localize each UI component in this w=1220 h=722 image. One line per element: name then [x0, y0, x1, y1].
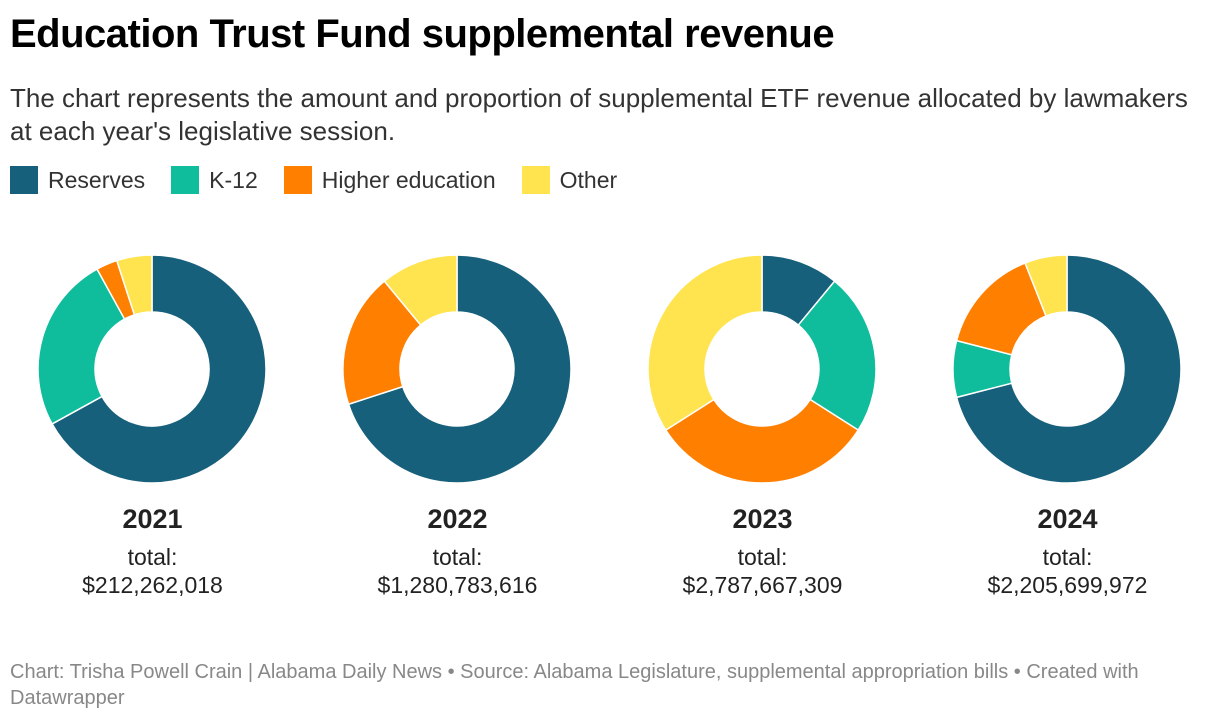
slice-higher-education	[664, 398, 860, 484]
chart-year: 2021	[122, 504, 183, 534]
chart-total-value: $2,205,699,972	[987, 572, 1148, 598]
legend-item-k12: K-12	[171, 166, 258, 194]
legend-label: K-12	[209, 166, 258, 193]
legend: Reserves K-12 Higher education Other	[10, 166, 643, 194]
legend-label: Higher education	[321, 166, 496, 193]
slice-reserves	[347, 254, 572, 484]
legend-label: Other	[559, 166, 618, 193]
donut-svg	[342, 254, 572, 484]
slice-k12	[37, 268, 126, 425]
donut-chart-2022: 2022 total: $1,280,783,616	[305, 240, 610, 610]
donut-svg	[952, 254, 1182, 484]
donut-chart-2024: 2024 total: $2,205,699,972	[915, 240, 1220, 610]
chart-total-value: $1,280,783,616	[377, 572, 538, 598]
chart-subtitle: The chart represents the amount and prop…	[10, 83, 1188, 146]
donut-charts: 2021 total: $212,262,018 2022 total: $1,…	[0, 240, 1220, 610]
chart-footer-credits: Chart: Trisha Powell Crain | Alabama Dai…	[10, 661, 1139, 709]
legend-swatch	[521, 166, 550, 194]
slice-reserves	[955, 254, 1182, 484]
chart-title: Education Trust Fund supplemental revenu…	[10, 12, 835, 56]
donut-chart-2023: 2023 total: $2,787,667,309	[610, 240, 915, 610]
slice-higher-education	[342, 280, 422, 405]
slice-other	[647, 254, 763, 431]
slice-k12	[797, 280, 877, 431]
chart-total-label: total:	[737, 544, 788, 570]
legend-swatch	[171, 166, 200, 194]
slice-other	[1024, 254, 1068, 317]
legend-item-reserves: Reserves	[10, 166, 145, 194]
donut-chart-2021: 2021 total: $212,262,018	[0, 240, 305, 610]
chart-total-value: $212,262,018	[82, 572, 223, 598]
legend-swatch	[10, 166, 38, 194]
chart-total-value: $2,787,667,309	[682, 572, 843, 598]
slice-other	[116, 254, 153, 316]
chart-total-label: total:	[127, 544, 178, 570]
slice-reserves	[51, 254, 267, 484]
chart-year: 2024	[1037, 504, 1098, 534]
legend-item-higher-education: Higher education	[283, 166, 496, 194]
donut-svg	[647, 254, 877, 484]
donut-svg	[37, 254, 267, 484]
chart-year: 2022	[427, 504, 488, 534]
legend-item-other: Other	[521, 166, 618, 194]
chart-year: 2023	[732, 504, 793, 534]
slice-other	[383, 254, 458, 326]
legend-swatch	[283, 166, 312, 194]
legend-label: Reserves	[48, 166, 146, 193]
chart-total-label: total:	[1042, 544, 1093, 570]
chart-total-label: total:	[432, 544, 483, 570]
